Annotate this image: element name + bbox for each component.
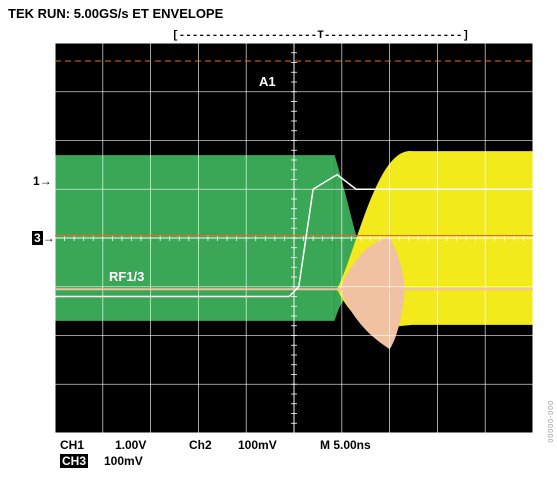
- ch1-scale: 1.00V: [115, 438, 147, 452]
- arrow-right-icon: →: [39, 174, 52, 188]
- ch3-label: CH3: [60, 454, 89, 468]
- scope-title: TEK RUN: 5.00GS/s ET ENVELOPE: [8, 6, 224, 21]
- figure-code: 00000-000: [548, 400, 555, 443]
- trace-label-rf: RF1/3: [109, 269, 144, 284]
- ch3-scale: 100mV: [104, 454, 143, 468]
- ch3-label-text: CH3: [60, 454, 89, 468]
- ch1-marker-label: 1: [33, 174, 40, 188]
- ch2-label: Ch2: [189, 438, 212, 452]
- ch3-marker-label: 3: [32, 231, 43, 245]
- graticule: [54, 42, 534, 434]
- ch1-marker: 1→: [33, 174, 52, 188]
- rf-overlap-region: [339, 237, 405, 350]
- trace-label-a1: A1: [259, 74, 276, 89]
- ch2-scale: 100mV: [238, 438, 277, 452]
- grid-border: [54, 42, 534, 434]
- trigger-bracket: [---------------------T-----------------…: [172, 30, 469, 42]
- timebase: M 5.00ns: [320, 438, 371, 452]
- trace-layer: [55, 60, 533, 298]
- arrow-right-icon: →: [42, 231, 55, 245]
- ch1-label: CH1: [60, 438, 85, 452]
- ch3-marker: 3 →: [32, 231, 55, 245]
- a1-step-trace: [55, 173, 533, 298]
